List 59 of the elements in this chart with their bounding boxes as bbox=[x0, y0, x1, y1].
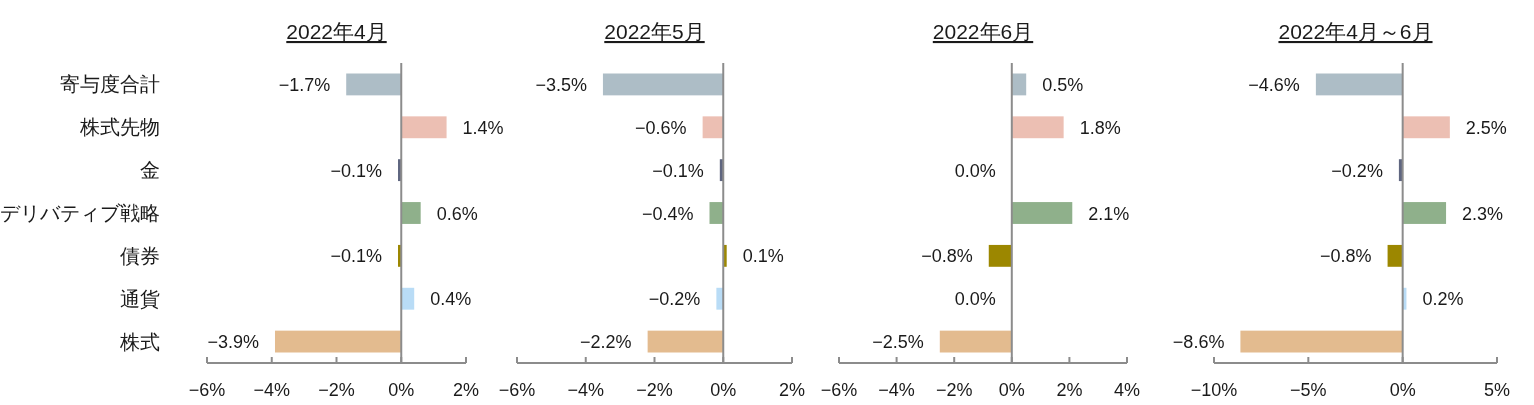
data-label: 0.0% bbox=[954, 289, 996, 310]
data-label: −0.6% bbox=[635, 117, 687, 138]
x-tick-label: 4% bbox=[1114, 380, 1140, 400]
x-tick-label: −2% bbox=[636, 380, 673, 400]
data-label: 0.5% bbox=[1042, 74, 1084, 95]
x-tick-label: 2% bbox=[779, 380, 805, 400]
x-tick-label: 0% bbox=[388, 380, 415, 400]
data-label: −0.2% bbox=[648, 289, 701, 310]
x-tick-label: 0% bbox=[710, 380, 737, 400]
y-tick-label: 通貨 bbox=[120, 287, 160, 310]
x-tick-label: −4% bbox=[878, 380, 915, 400]
data-label: −0.1% bbox=[652, 160, 704, 181]
y-tick-label: 債券 bbox=[120, 244, 160, 267]
data-label: −4.6% bbox=[1248, 74, 1300, 95]
x-tick-label: 2% bbox=[1056, 380, 1083, 400]
y-tick-label: デリバティブ戦略 bbox=[0, 202, 160, 224]
x-tick-label: −10% bbox=[1190, 380, 1238, 400]
x-tick-label: 0% bbox=[998, 380, 1025, 400]
data-label: 0.6% bbox=[436, 203, 478, 224]
data-label: 0.0% bbox=[954, 160, 996, 181]
data-label: 1.4% bbox=[462, 117, 504, 138]
data-label: −0.4% bbox=[641, 203, 694, 224]
x-tick-label: −5% bbox=[1290, 380, 1327, 400]
title: 2022年4月 bbox=[286, 20, 387, 43]
data-label: 1.8% bbox=[1079, 117, 1121, 138]
title: 2022年5月 bbox=[604, 20, 705, 43]
data-label: −8.6% bbox=[1172, 332, 1225, 353]
x-tick-label: −6% bbox=[498, 380, 536, 400]
data-label: 2.1% bbox=[1088, 203, 1130, 224]
x-tick-label: −2% bbox=[318, 380, 355, 400]
data-label: 0.1% bbox=[742, 246, 784, 267]
data-label: 0.2% bbox=[1422, 289, 1464, 310]
x-tick-label: −4% bbox=[253, 380, 290, 400]
data-label: −0.1% bbox=[330, 160, 382, 181]
x-tick-label: −6% bbox=[820, 380, 858, 400]
data-label: −2.5% bbox=[872, 332, 924, 353]
y-tick-label: 寄与度合計 bbox=[60, 73, 160, 96]
y-tick-label: 金 bbox=[140, 159, 160, 182]
title: 2022年4月～6月 bbox=[1278, 20, 1433, 43]
y-tick-label: 株式先物 bbox=[80, 116, 160, 139]
data-label: −3.9% bbox=[207, 332, 259, 353]
title: 2022年6月 bbox=[932, 20, 1034, 43]
data-label: −2.2% bbox=[580, 332, 632, 353]
data-label: −3.5% bbox=[535, 74, 587, 95]
data-label: 2.3% bbox=[1462, 203, 1504, 224]
x-tick-label: 2% bbox=[453, 380, 479, 400]
x-tick-label: −2% bbox=[935, 380, 973, 400]
data-label: −0.8% bbox=[921, 246, 973, 267]
data-label: −0.1% bbox=[330, 246, 382, 267]
x-tick-label: 5% bbox=[1484, 380, 1510, 400]
x-tick-label: 0% bbox=[1389, 380, 1416, 400]
data-label: −0.2% bbox=[1331, 160, 1383, 181]
x-tick-label: −4% bbox=[567, 380, 604, 400]
data-label: 0.4% bbox=[430, 289, 472, 310]
y-tick-label: 株式 bbox=[120, 330, 160, 353]
data-label: −0.8% bbox=[1320, 246, 1372, 267]
x-tick-label: −6% bbox=[188, 380, 226, 400]
data-label: −1.7% bbox=[278, 74, 331, 95]
data-label: 2.5% bbox=[1465, 117, 1507, 138]
